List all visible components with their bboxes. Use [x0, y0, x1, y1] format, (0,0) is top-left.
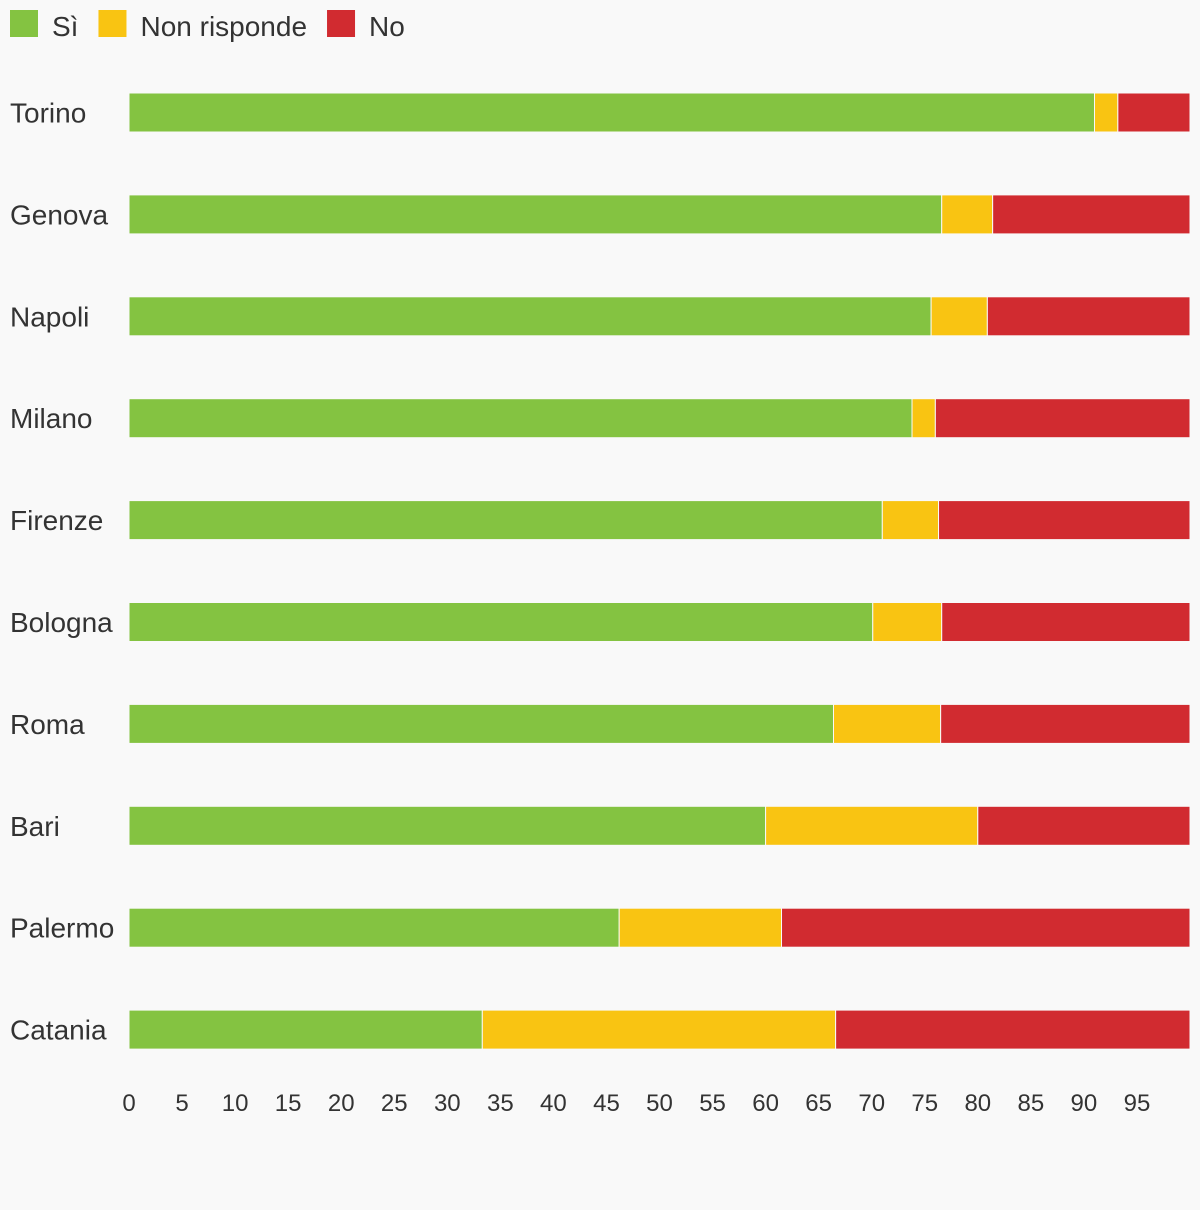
bar-milano-non-risponde: [911, 398, 936, 439]
bar-firenze-no: [938, 500, 1191, 541]
bar-catania-no: [835, 1009, 1191, 1050]
x-tick-label: 75: [911, 1090, 938, 1117]
x-tick-label: 35: [487, 1090, 514, 1117]
bar-napoli-si: [128, 296, 932, 337]
category-label-bologna: Bologna: [10, 607, 113, 638]
bar-firenze-si: [128, 500, 883, 541]
x-tick-label: 40: [540, 1090, 567, 1117]
bar-roma-non-risponde: [833, 703, 942, 744]
category-label-milano: Milano: [10, 403, 92, 434]
x-tick-label: 15: [275, 1090, 302, 1117]
x-tick-label: 95: [1124, 1090, 1151, 1117]
legend-swatch-si: [10, 10, 38, 37]
x-tick-label: 70: [858, 1090, 885, 1117]
category-label-roma: Roma: [10, 709, 85, 740]
bar-bologna-si: [128, 602, 874, 642]
category-label-genova: Genova: [10, 199, 108, 230]
bar-torino-si: [128, 92, 1096, 133]
bar-torino-non-risponde: [1094, 92, 1119, 133]
category-label-napoli: Napoli: [10, 301, 89, 332]
bar-milano-no: [934, 398, 1191, 439]
x-tick-label: 10: [222, 1090, 249, 1117]
category-label-bari: Bari: [10, 811, 60, 842]
x-tick-label: 55: [699, 1090, 726, 1117]
x-axis: 0 5 10 15 20 25 30 35 40 45 50 55 60 65 70 75 80 85 90 95: [122, 1090, 1150, 1117]
category-label-palermo: Palermo: [10, 913, 114, 944]
bar-genova-si: [128, 194, 943, 235]
bar-genova-non-risponde: [941, 194, 994, 235]
category-label-firenze: Firenze: [10, 505, 103, 536]
bar-genova-no: [992, 194, 1191, 235]
bar-bologna-non-risponde: [872, 602, 943, 642]
x-tick-label: 80: [964, 1090, 991, 1117]
legend: Sì Non risponde No: [10, 10, 405, 42]
bar-catania-si: [128, 1009, 483, 1050]
bars: [128, 92, 1191, 1050]
x-tick-label: 5: [175, 1090, 188, 1117]
bar-palermo-non-risponde: [618, 907, 783, 948]
x-tick-label: 65: [805, 1090, 832, 1117]
bar-palermo-si: [128, 907, 620, 948]
x-tick-label: 30: [434, 1090, 461, 1117]
x-tick-label: 45: [593, 1090, 620, 1117]
x-tick-label: 60: [752, 1090, 779, 1117]
bar-roma-si: [128, 703, 835, 744]
bar-napoli-no: [986, 296, 1191, 337]
legend-label-non-risponde: Non risponde: [140, 11, 307, 42]
bar-catania-non-risponde: [481, 1009, 837, 1050]
bar-torino-no: [1117, 92, 1191, 133]
x-tick-label: 20: [328, 1090, 355, 1117]
legend-swatch-no: [327, 10, 356, 37]
x-tick-label: 50: [646, 1090, 673, 1117]
legend-swatch-non-risponde: [98, 10, 127, 37]
legend-label-si: Sì: [52, 11, 78, 42]
x-tick-label: 85: [1017, 1090, 1044, 1117]
bar-bologna-no: [941, 602, 1191, 642]
bar-palermo-no: [781, 907, 1191, 948]
legend-label-no: No: [369, 11, 405, 42]
bar-milano-si: [128, 398, 913, 439]
category-labels: Torino Genova Napoli Milano Firenze Bologna Ro…: [10, 98, 114, 1046]
bar-firenze-non-risponde: [881, 500, 940, 541]
bar-napoli-non-risponde: [930, 296, 988, 337]
category-label-catania: Catania: [10, 1015, 107, 1046]
x-tick-label: 25: [381, 1090, 408, 1117]
bar-bari-non-risponde: [765, 805, 979, 846]
x-tick-label: 0: [122, 1090, 135, 1117]
bar-bari-si: [128, 805, 767, 846]
x-tick-label: 90: [1071, 1090, 1098, 1117]
bar-roma-no: [940, 703, 1191, 744]
bar-bari-no: [977, 805, 1191, 846]
category-label-torino: Torino: [10, 98, 86, 129]
